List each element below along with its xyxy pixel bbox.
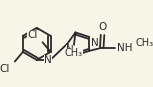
Text: N: N (66, 45, 74, 55)
Text: Cl: Cl (27, 30, 38, 40)
Text: N: N (44, 55, 52, 65)
Text: NH: NH (117, 43, 132, 53)
Text: O: O (98, 22, 107, 32)
Text: CH₃: CH₃ (135, 38, 153, 48)
Text: N: N (91, 38, 98, 48)
Text: Cl: Cl (0, 64, 10, 74)
Text: CH₃: CH₃ (65, 48, 83, 58)
